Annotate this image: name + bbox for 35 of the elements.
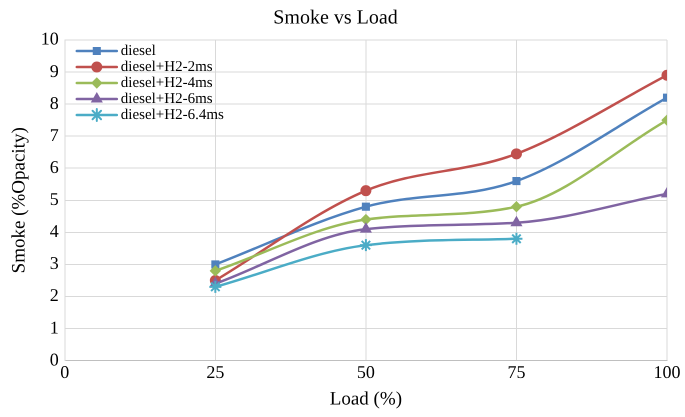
x-tick-label: 50 bbox=[356, 362, 375, 382]
point bbox=[509, 232, 524, 246]
y-tick-label: 10 bbox=[40, 28, 59, 49]
y-tick-label: 4 bbox=[50, 221, 59, 242]
y-tick-label: 6 bbox=[50, 156, 59, 177]
point bbox=[358, 238, 373, 252]
y-tick-label: 0 bbox=[50, 349, 59, 370]
y-tick-label: 3 bbox=[50, 253, 59, 274]
x-tick-label: 100 bbox=[654, 362, 680, 382]
legend-label: diesel+H2-6ms bbox=[120, 90, 213, 107]
point bbox=[360, 185, 372, 196]
y-tick-label: 2 bbox=[50, 285, 59, 306]
y-tick-label: 5 bbox=[50, 189, 59, 210]
legend-label: diesel bbox=[120, 42, 156, 59]
legend-label: diesel+H2-2ms bbox=[120, 58, 213, 75]
y-tick-label: 7 bbox=[50, 124, 59, 145]
point bbox=[512, 177, 520, 186]
y-tick-label: 9 bbox=[50, 60, 59, 81]
chart-title: Smoke vs Load bbox=[273, 6, 398, 28]
point bbox=[510, 201, 522, 212]
point bbox=[360, 214, 372, 226]
x-axis-title: Load (%) bbox=[330, 388, 402, 410]
legend-label: diesel+H2-6.4ms bbox=[120, 106, 224, 123]
x-tick-label: 75 bbox=[507, 362, 526, 382]
y-tick-label: 8 bbox=[50, 92, 59, 113]
y-tick-label: 1 bbox=[50, 317, 59, 338]
point bbox=[360, 222, 372, 233]
y-axis-title: Smoke (%Opacity) bbox=[8, 127, 30, 274]
point bbox=[510, 148, 522, 160]
point bbox=[510, 216, 522, 226]
point bbox=[210, 265, 221, 276]
x-tick-label: 25 bbox=[206, 362, 224, 382]
legend-label: diesel+H2-4ms bbox=[120, 74, 213, 91]
point bbox=[362, 202, 370, 211]
point bbox=[208, 280, 222, 294]
